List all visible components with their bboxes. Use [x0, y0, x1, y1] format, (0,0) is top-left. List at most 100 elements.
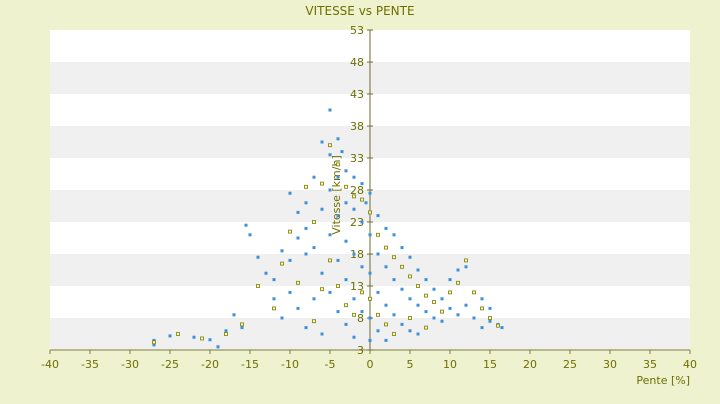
scatter-point-blue [400, 287, 404, 291]
scatter-point-olive [424, 293, 428, 298]
scatter-point-blue [392, 313, 396, 317]
scatter-point-olive [360, 197, 364, 202]
scatter-point-blue [152, 338, 156, 342]
scatter-point-blue [320, 207, 324, 211]
scatter-point-blue [432, 287, 436, 291]
scatter-point-blue [344, 239, 348, 243]
scatter-point-olive [448, 290, 452, 295]
x-tick-label: -5 [325, 358, 336, 371]
scatter-point-blue [384, 303, 388, 307]
scatter-point-blue [168, 334, 172, 338]
scatter-point-blue [368, 338, 372, 342]
scatter-point-blue [264, 271, 268, 275]
scatter-point-blue [368, 316, 372, 320]
scatter-point-olive [288, 229, 292, 234]
scatter-point-blue [312, 175, 316, 179]
scatter-point-blue [328, 153, 332, 157]
scatter-point-blue [240, 326, 244, 330]
scatter-point-olive [472, 290, 476, 295]
scatter-point-olive [320, 181, 324, 186]
scatter-point-blue [232, 313, 236, 317]
scatter-point-blue [488, 306, 492, 310]
scatter-point-blue [416, 268, 420, 272]
scatter-point-blue [488, 319, 492, 323]
y-tick-label: 48 [350, 56, 364, 69]
y-tick-label: 13 [350, 280, 364, 293]
scatter-point-olive [336, 162, 340, 167]
y-tick-label: 43 [350, 88, 364, 101]
y-tick-label: 28 [350, 184, 364, 197]
y-tick-label: 33 [350, 152, 364, 165]
scatter-point-blue [352, 175, 356, 179]
scatter-point-blue [480, 297, 484, 301]
x-tick-label: -15 [241, 358, 259, 371]
scatter-point-olive [200, 336, 204, 341]
scatter-point-blue [328, 233, 332, 237]
scatter-point-blue [244, 223, 248, 227]
scatter-point-blue [364, 201, 368, 205]
scatter-point-olive [368, 210, 372, 215]
scatter-point-blue [352, 252, 356, 256]
scatter-point-blue [440, 319, 444, 323]
scatter-point-olive [328, 143, 332, 148]
scatter-point-blue [344, 278, 348, 282]
scatter-point-olive [416, 284, 420, 288]
scatter-point-blue [368, 233, 372, 237]
scatter-point-blue [416, 303, 420, 307]
scatter-point-olive [336, 284, 340, 288]
scatter-point-blue [480, 326, 484, 330]
scatter-point-blue [304, 226, 308, 230]
scatter-point-blue [384, 265, 388, 269]
scatter-point-blue [408, 255, 412, 259]
scatter-point-blue [304, 326, 308, 330]
x-tick-label: 35 [643, 358, 657, 371]
x-tick-label: 5 [407, 358, 414, 371]
scatter-point-blue [368, 271, 372, 275]
scatter-point-blue [288, 191, 292, 195]
scatter-point-olive [496, 323, 500, 328]
scatter-point-olive [368, 296, 372, 301]
scatter-point-olive [360, 290, 364, 295]
scatter-point-blue [376, 252, 380, 256]
scatter-point-blue [296, 306, 300, 310]
scatter-point-blue [344, 169, 348, 173]
y-tick-label: 18 [350, 248, 364, 261]
scatter-point-blue [272, 297, 276, 301]
scatter-point-blue [320, 140, 324, 144]
scatter-point-blue [440, 297, 444, 301]
y-tick-label: 38 [350, 120, 364, 133]
scatter-point-blue [320, 332, 324, 336]
scatter-point-blue [376, 290, 380, 294]
scatter-point-olive [392, 332, 396, 336]
scatter-point-blue [464, 265, 468, 269]
data-points [152, 108, 504, 349]
scatter-point-olive [328, 258, 332, 263]
scatter-point-olive [408, 274, 412, 279]
scatter-point-blue [224, 329, 228, 333]
scatter-point-olive [224, 332, 228, 336]
x-tick-label: -35 [81, 358, 99, 371]
scatter-point-blue [288, 290, 292, 294]
scatter-point-olive [320, 287, 324, 292]
scatter-point-blue [408, 329, 412, 333]
scatter-point-olive [352, 312, 356, 317]
scatter-point-blue [280, 249, 284, 253]
scatter-point-blue [312, 246, 316, 250]
scatter-point-blue [336, 175, 340, 179]
scatter-point-blue [472, 316, 476, 320]
scatter-point-blue [384, 226, 388, 230]
scatter-point-blue [344, 322, 348, 326]
scatter-point-olive [296, 280, 300, 285]
scatter-point-olive [400, 264, 404, 269]
scatter-point-olive [256, 284, 260, 288]
x-axis-ticks: -40 -35 -30 -25 -20 -15 -10 -5 0 5 10 15 20 25 30 35 40 [41, 350, 697, 371]
x-tick-label: 25 [563, 358, 577, 371]
scatter-point-olive [344, 184, 348, 189]
scatter-point-blue [456, 268, 460, 272]
scatter-point-olive [384, 245, 388, 250]
y-tick-label: 23 [350, 216, 364, 229]
scatter-point-blue [360, 310, 364, 314]
scatter-point-blue [448, 278, 452, 282]
scatter-point-olive [344, 303, 348, 308]
